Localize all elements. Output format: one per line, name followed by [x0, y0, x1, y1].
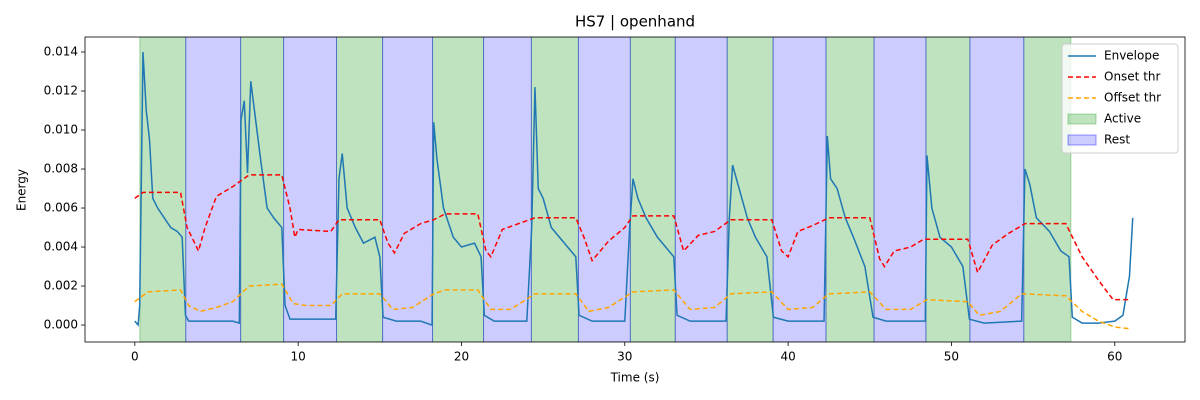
x-tick-label: 20	[454, 350, 469, 364]
span	[432, 37, 485, 342]
legend-swatch	[1067, 134, 1097, 146]
span	[139, 37, 187, 342]
span	[185, 37, 242, 342]
x-tick-label: 60	[1107, 350, 1122, 364]
x-tick-label: 10	[290, 350, 305, 364]
span	[925, 37, 971, 342]
x-tick-label: 40	[780, 350, 795, 364]
y-tick-label: 0.010	[44, 123, 78, 137]
series-line	[134, 283, 1132, 330]
y-tick-label: 0.000	[44, 318, 78, 332]
x-tick-label: 0	[131, 350, 139, 364]
y-axis-label: Energy	[15, 169, 29, 211]
span	[336, 37, 384, 342]
legend-label: Offset thr	[1104, 91, 1161, 105]
span	[674, 37, 728, 342]
span	[629, 37, 676, 342]
span	[969, 37, 1025, 342]
y-tick-label: 0.014	[44, 45, 78, 59]
x-axis-label: Time (s)	[610, 371, 660, 385]
span	[283, 37, 338, 342]
span	[825, 37, 875, 342]
x-tick-label: 50	[944, 350, 959, 364]
y-tick-label: 0.006	[44, 201, 78, 215]
span	[382, 37, 434, 342]
span	[726, 37, 774, 342]
span	[577, 37, 631, 342]
y-tick-label: 0.008	[44, 162, 78, 176]
legend-label: Onset thr	[1104, 70, 1161, 84]
span	[240, 37, 285, 342]
y-tick-label: 0.012	[44, 84, 78, 98]
series-line	[134, 174, 1132, 301]
span	[873, 37, 927, 342]
y-tick-label: 0.004	[44, 240, 78, 254]
span	[772, 37, 827, 342]
legend-label: Active	[1104, 112, 1141, 126]
legend-label: Envelope	[1104, 49, 1159, 63]
legend-swatch	[1067, 113, 1097, 125]
legend-label: Rest	[1104, 133, 1130, 147]
span	[483, 37, 532, 342]
plot-area	[134, 37, 1134, 342]
y-tick-label: 0.002	[44, 279, 78, 293]
legend-box	[1061, 43, 1179, 154]
chart-title: HS7 | openhand	[575, 13, 695, 31]
axes-frame	[84, 36, 1186, 343]
series-line	[134, 51, 1134, 327]
x-tick-label: 30	[617, 350, 632, 364]
